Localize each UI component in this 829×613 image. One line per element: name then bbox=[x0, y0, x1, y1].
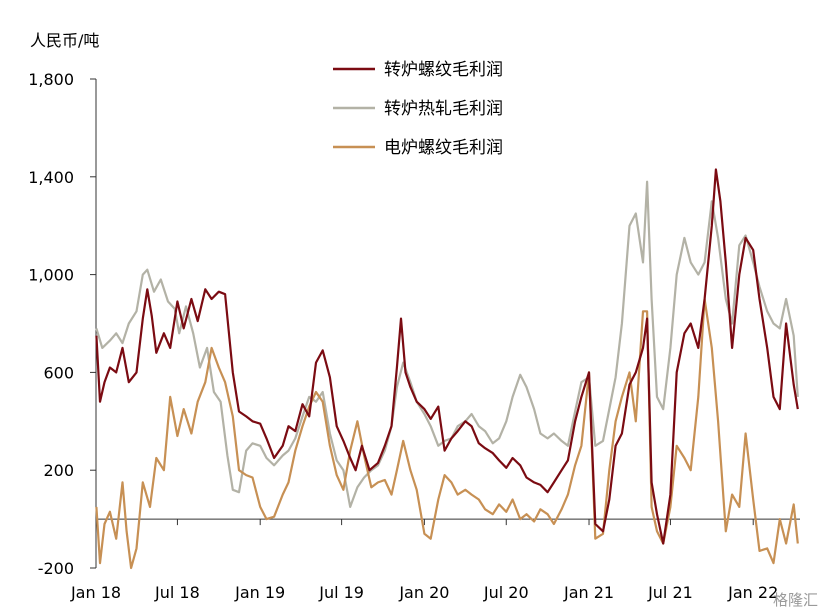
watermark: 格隆汇 bbox=[773, 591, 818, 609]
y-tick-label: 1,400 bbox=[28, 168, 74, 187]
y-tick-label: -200 bbox=[38, 559, 74, 578]
x-axis: Jan 18 Jul 18 Jan 19 Jul 19 Jan 20 Jul 20 Jan … bbox=[70, 519, 778, 602]
series-line-2 bbox=[95, 180, 799, 508]
y-tick-label: 1,800 bbox=[28, 70, 74, 89]
x-tick-label: Jul 18 bbox=[154, 583, 200, 602]
x-tick-label: Jul 20 bbox=[483, 583, 529, 602]
y-tick-label: 1,000 bbox=[28, 266, 74, 285]
x-tick-label: Jan 21 bbox=[563, 583, 614, 602]
series-line-1 bbox=[95, 168, 799, 545]
legend-label-1: 转炉螺纹毛利润 bbox=[384, 60, 503, 80]
x-tick-label: Jan 20 bbox=[398, 583, 449, 602]
x-tick-label: Jan 22 bbox=[727, 583, 778, 602]
x-tick-label: Jul 19 bbox=[318, 583, 364, 602]
y-tick-label: 600 bbox=[43, 363, 74, 382]
y-tick-label: 200 bbox=[43, 461, 74, 480]
series-group bbox=[95, 168, 799, 570]
legend-label-3: 电炉螺纹毛利润 bbox=[384, 138, 503, 158]
y-axis: -200 200 600 1,000 1,400 1,800 bbox=[28, 70, 97, 578]
y-axis-unit-label: 人民币/吨 bbox=[30, 31, 99, 50]
legend-label-2: 转炉热轧毛利润 bbox=[384, 99, 503, 119]
x-tick-label: Jan 18 bbox=[70, 583, 121, 602]
x-tick-label: Jul 21 bbox=[647, 583, 693, 602]
x-tick-label: Jan 19 bbox=[234, 583, 285, 602]
series-line-3 bbox=[95, 297, 799, 570]
